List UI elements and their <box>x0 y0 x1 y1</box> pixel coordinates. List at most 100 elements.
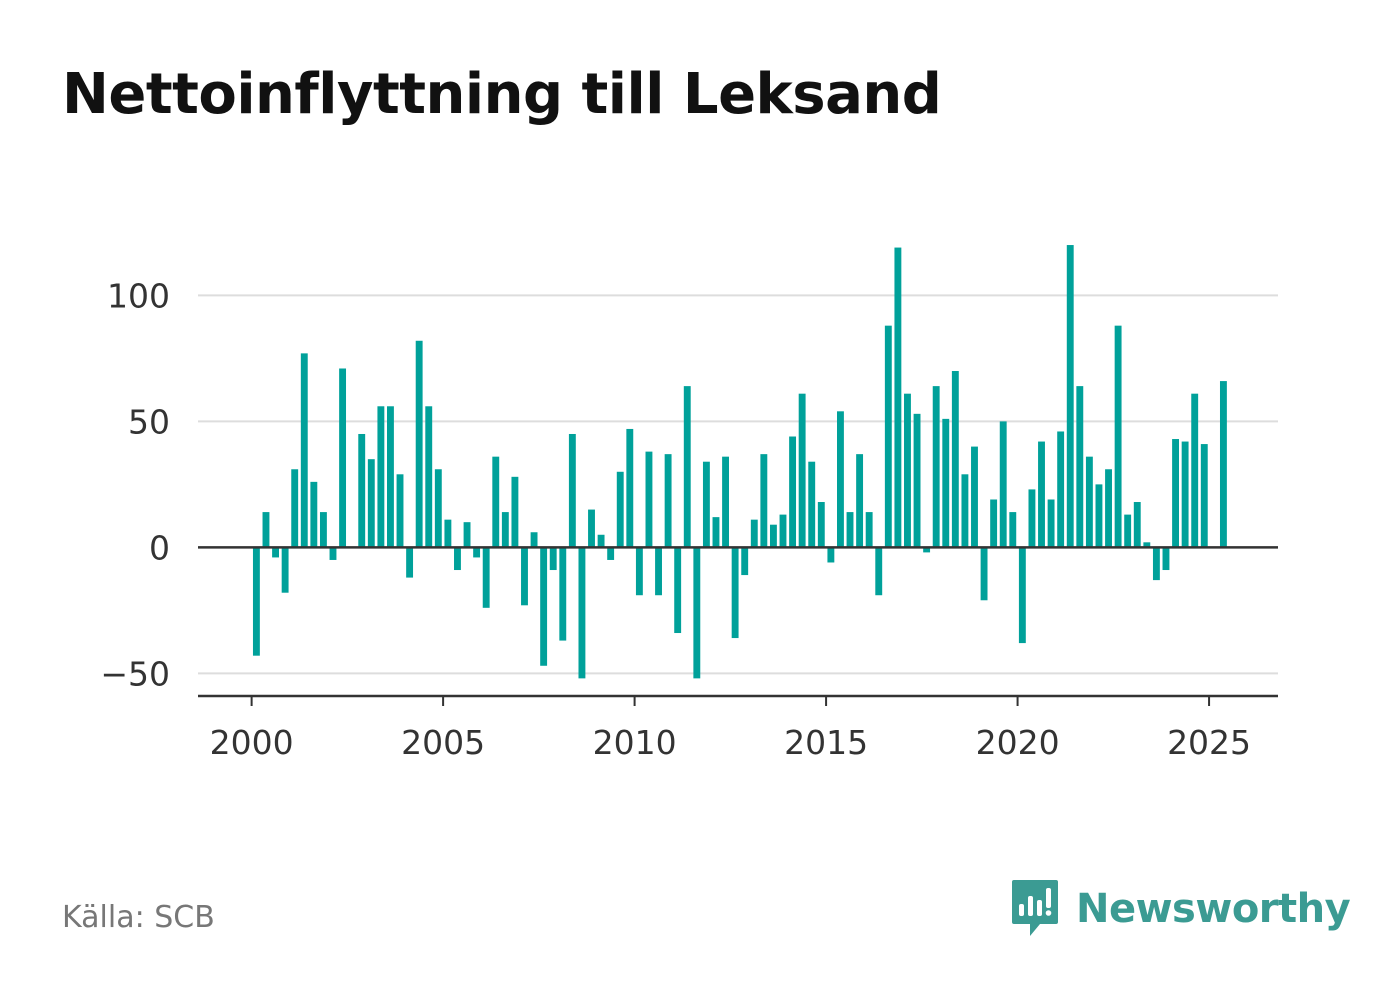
bar <box>664 454 672 548</box>
bar <box>1038 441 1045 548</box>
bar <box>310 481 318 548</box>
x-tick-label: 2000 <box>210 723 294 762</box>
bar <box>588 509 595 548</box>
bar <box>760 454 768 548</box>
bar <box>837 411 844 548</box>
bar <box>1076 386 1084 548</box>
bar <box>942 418 950 548</box>
bar <box>1105 469 1112 548</box>
bar <box>1219 381 1227 548</box>
bar <box>1057 431 1065 548</box>
bar <box>281 547 289 593</box>
y-tick-label: 100 <box>107 276 170 315</box>
bar <box>817 502 825 548</box>
bar <box>454 547 461 571</box>
bar <box>1009 512 1017 548</box>
bar <box>540 547 548 666</box>
bar <box>875 547 883 596</box>
bar <box>971 446 978 548</box>
bar <box>607 547 615 560</box>
bar <box>1200 444 1208 548</box>
bar <box>827 547 835 563</box>
bar <box>674 547 682 634</box>
bar <box>769 524 777 548</box>
bar <box>626 428 634 548</box>
axes <box>198 546 1278 706</box>
bar <box>387 406 394 548</box>
bar <box>894 247 902 548</box>
bar <box>463 522 471 548</box>
bar <box>712 517 720 548</box>
y-axis-labels: 100 50 0 −50 <box>100 276 170 693</box>
bar <box>750 519 758 548</box>
bar <box>731 547 739 639</box>
bar <box>482 547 490 608</box>
bar <box>415 340 423 548</box>
bar <box>980 547 988 601</box>
bar <box>999 421 1007 548</box>
x-tick-label: 2005 <box>401 723 485 762</box>
bar <box>568 433 576 548</box>
bars <box>252 245 1227 679</box>
bar <box>319 512 327 548</box>
bar <box>1085 456 1093 548</box>
bar <box>951 371 959 548</box>
bar <box>1028 489 1036 548</box>
chart-title: Nettoinflyttning till Leksand <box>62 62 942 127</box>
bar <box>425 406 433 548</box>
bar <box>578 547 586 679</box>
bar <box>377 406 385 548</box>
y-tick-label: 50 <box>128 402 170 441</box>
bar <box>339 368 347 548</box>
bar <box>808 461 816 548</box>
bar <box>252 547 260 656</box>
bar <box>655 547 662 596</box>
bar <box>741 547 749 576</box>
bar <box>923 547 931 553</box>
bar <box>1114 325 1122 548</box>
bar <box>444 519 452 548</box>
bar <box>329 547 337 560</box>
bar <box>300 353 308 548</box>
bar <box>904 393 911 548</box>
x-axis-labels: 2000 2005 2010 2015 2020 2025 <box>210 723 1251 762</box>
bar <box>645 451 653 548</box>
bar <box>693 547 701 679</box>
bar <box>511 476 519 548</box>
bar <box>434 469 442 548</box>
bar <box>846 512 854 548</box>
bar <box>990 499 998 548</box>
bar <box>635 547 643 596</box>
bar <box>913 413 921 548</box>
bar <box>1162 547 1170 571</box>
bar <box>291 469 299 548</box>
bar <box>530 532 538 548</box>
bar <box>406 547 414 578</box>
bar <box>1018 547 1026 644</box>
source-label: Källa: SCB <box>62 900 215 935</box>
bar <box>702 461 710 548</box>
bar <box>779 514 787 548</box>
bar <box>358 433 366 548</box>
x-tick-label: 2020 <box>976 723 1060 762</box>
bar <box>501 512 509 548</box>
bar <box>473 547 481 558</box>
x-tick-label: 2015 <box>784 723 868 762</box>
bar <box>683 386 691 548</box>
bar <box>1143 542 1151 548</box>
bar <box>1181 441 1189 548</box>
x-tick-label: 2025 <box>1167 723 1251 762</box>
y-tick-label: −50 <box>100 654 170 693</box>
newsworthy-brand: Newsworthy <box>1010 878 1351 940</box>
bar <box>616 471 624 548</box>
bar <box>961 474 969 548</box>
bar <box>884 325 892 548</box>
bar <box>865 512 873 548</box>
bar <box>932 386 940 548</box>
bar <box>1133 502 1141 548</box>
bar <box>549 547 557 571</box>
bar <box>597 534 605 548</box>
bar <box>1066 245 1074 548</box>
bar <box>798 393 806 548</box>
